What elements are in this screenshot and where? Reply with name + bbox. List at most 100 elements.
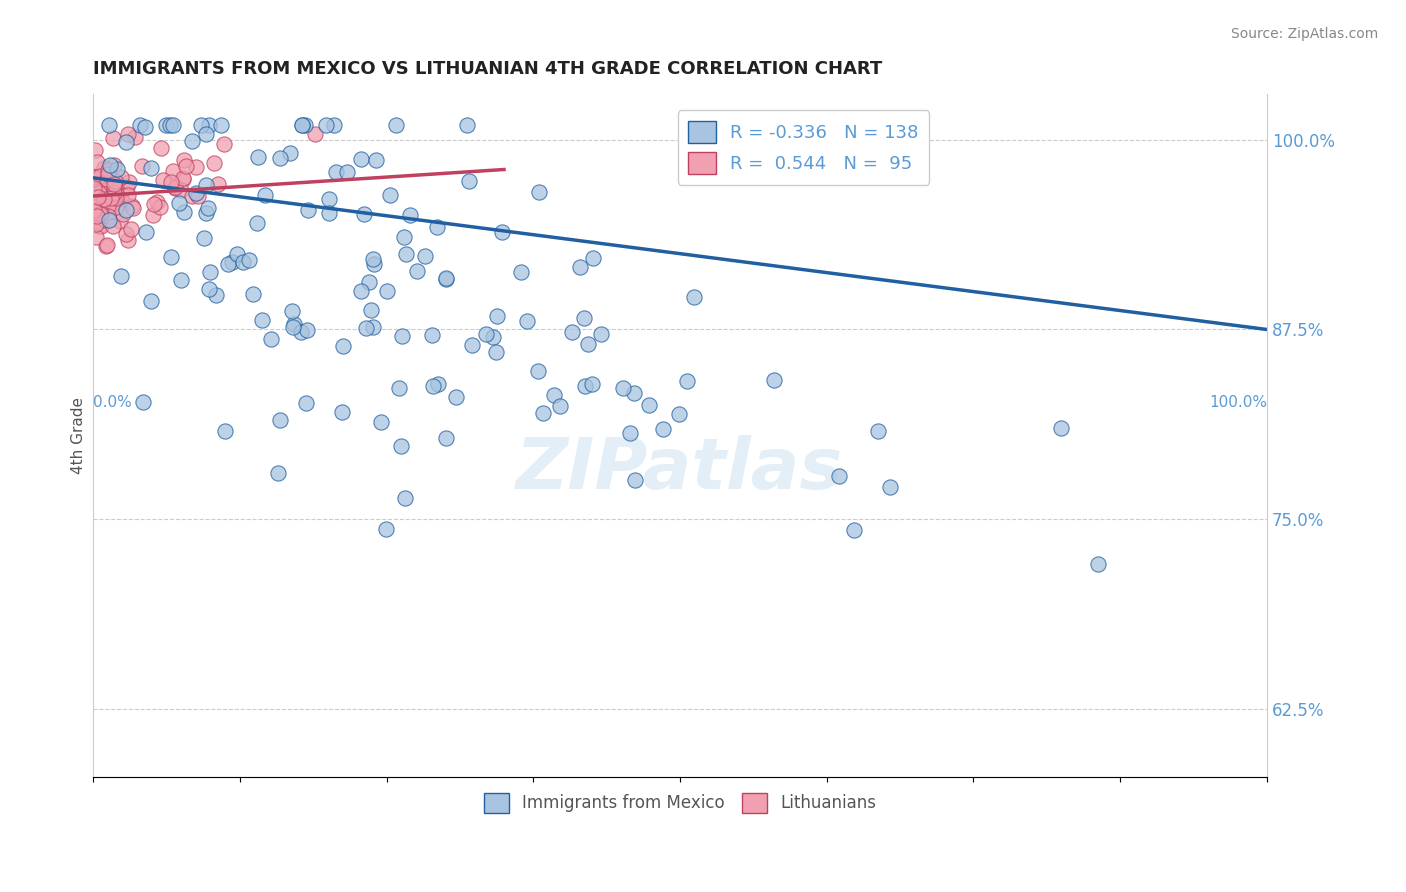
Point [762,373,785,387]
Point [295,323,318,337]
Point [375,285,398,299]
Point [86,155,108,169]
Point [160,250,183,264]
Point [96,172,118,186]
Point [297,203,319,218]
Point [638,398,661,412]
Point [98,118,121,132]
Point [163,181,186,195]
Point [172,172,194,186]
Point [111,207,134,221]
Point [204,288,226,302]
Point [591,327,613,342]
Point [89,219,111,233]
Point [456,118,478,132]
Point [485,345,508,359]
Point [104,186,127,200]
Point [350,284,373,298]
Point [83,181,105,195]
Point [576,336,599,351]
Point [135,225,157,239]
Point [434,270,457,285]
Point [259,332,281,346]
Point [294,118,316,132]
Point [422,379,444,393]
Point [202,156,225,170]
Point [360,303,382,318]
Point [330,405,353,419]
Point [568,260,591,275]
Point [198,265,221,279]
Text: 100.0%: 100.0% [1209,394,1267,409]
Point [132,395,155,409]
Point [242,287,264,301]
Point [394,491,416,505]
Point [572,310,595,325]
Point [581,377,603,392]
Point [162,164,184,178]
Point [82,195,104,210]
Point [582,252,605,266]
Point [395,246,418,260]
Point [391,328,413,343]
Point [425,220,447,235]
Point [117,127,139,141]
Point [96,213,118,227]
Point [280,304,302,318]
Point [143,197,166,211]
Point [152,173,174,187]
Point [361,252,384,267]
Point [129,118,152,132]
Point [668,407,690,421]
Point [548,399,571,413]
Point [267,466,290,480]
Text: ZIPatlas: ZIPatlas [516,435,844,504]
Point [675,375,697,389]
Point [318,192,340,206]
Point [103,191,125,205]
Point [97,183,120,197]
Point [90,219,112,233]
Point [612,381,634,395]
Point [142,208,165,222]
Point [420,328,443,343]
Point [516,314,538,328]
Point [103,158,125,172]
Point [212,136,235,151]
Point [426,376,449,391]
Point [97,167,120,181]
Point [527,185,550,199]
Point [87,186,110,200]
Point [87,190,110,204]
Point [304,127,326,141]
Point [388,381,411,395]
Point [90,206,112,220]
Point [98,175,121,189]
Point [100,191,122,205]
Point [108,214,131,228]
Point [281,319,304,334]
Point [574,379,596,393]
Point [238,253,260,268]
Point [87,186,110,200]
Point [89,174,111,188]
Point [84,203,107,218]
Point [290,325,312,339]
Point [868,425,890,439]
Point [89,185,111,199]
Point [96,238,118,252]
Point [226,246,249,260]
Point [170,183,193,197]
Point [486,310,509,324]
Point [384,118,406,132]
Point [278,146,301,161]
Point [159,175,181,189]
Point [159,118,181,132]
Point [842,524,865,538]
Point [115,227,138,241]
Point [370,415,392,429]
Point [103,131,125,145]
Text: Source: ZipAtlas.com: Source: ZipAtlas.com [1230,27,1378,41]
Point [295,396,318,410]
Point [105,161,128,176]
